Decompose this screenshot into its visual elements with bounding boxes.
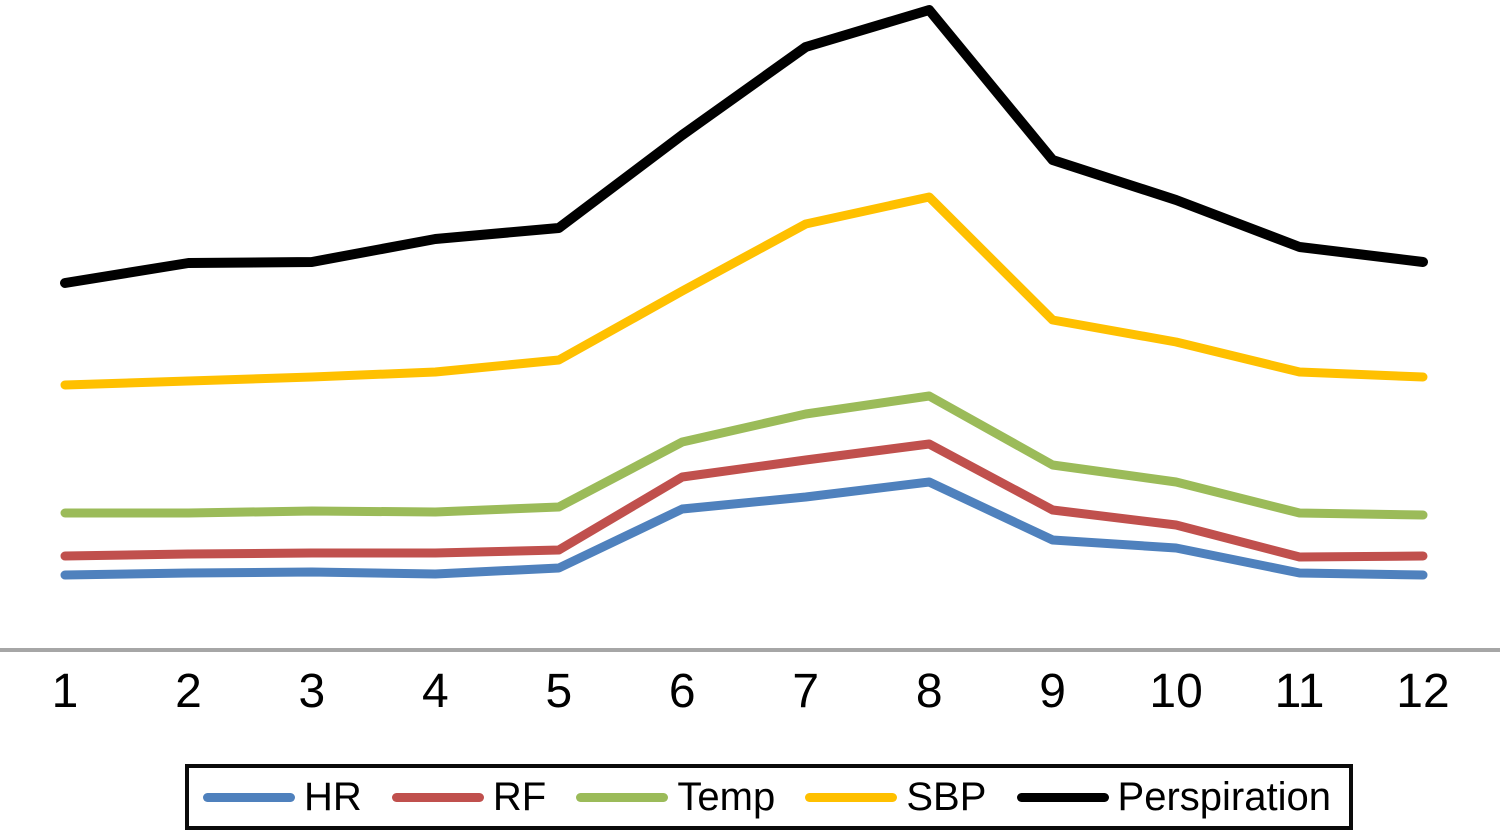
legend-item-Temp: Temp [576, 777, 775, 817]
x-tick-label-12: 12 [1396, 665, 1450, 718]
x-tick-label-6: 6 [668, 665, 696, 718]
legend-label-HR: HR [304, 775, 362, 819]
x-tick-label-10: 10 [1149, 665, 1203, 718]
x-tick-label-8: 8 [915, 665, 943, 718]
legend-label-RF: RF [492, 775, 547, 819]
series-line-HR [60, 477, 1428, 580]
legend-swatch-Temp [576, 792, 669, 802]
series-line-SBP [60, 192, 1428, 390]
x-tick-label-1: 1 [51, 665, 79, 718]
legend-swatch-Perspiration [1016, 792, 1109, 802]
x-tick-label-5: 5 [545, 665, 573, 718]
x-tick-label-3: 3 [298, 665, 326, 718]
legend-swatch-RF [391, 792, 484, 802]
x-tick-label-7: 7 [792, 665, 820, 718]
legend-item-SBP: SBP [805, 777, 986, 817]
legend-item-RF: RF [391, 775, 547, 819]
series-line-RF [60, 439, 1428, 562]
legend-item-HR: HR [203, 777, 362, 817]
legend-box: HR RF Temp SBP Perspiration [185, 764, 1353, 830]
x-tick-label-2: 2 [175, 665, 202, 718]
legend-label-Perspiration: Perspiration [1117, 775, 1331, 819]
x-tick-label-11: 11 [1274, 665, 1325, 718]
x-tick-label-4: 4 [422, 665, 449, 718]
legend-label-SBP: SBP [906, 775, 987, 819]
x-tick-label-9: 9 [1039, 665, 1066, 718]
legend-swatch-SBP [805, 792, 898, 802]
series-line-Perspiration [60, 5, 1428, 288]
legend-swatch-HR [203, 792, 295, 802]
series-line-Temp [60, 391, 1428, 520]
legend-item-Perspiration: Perspiration [1016, 775, 1331, 819]
legend-label-Temp: Temp [677, 775, 776, 819]
